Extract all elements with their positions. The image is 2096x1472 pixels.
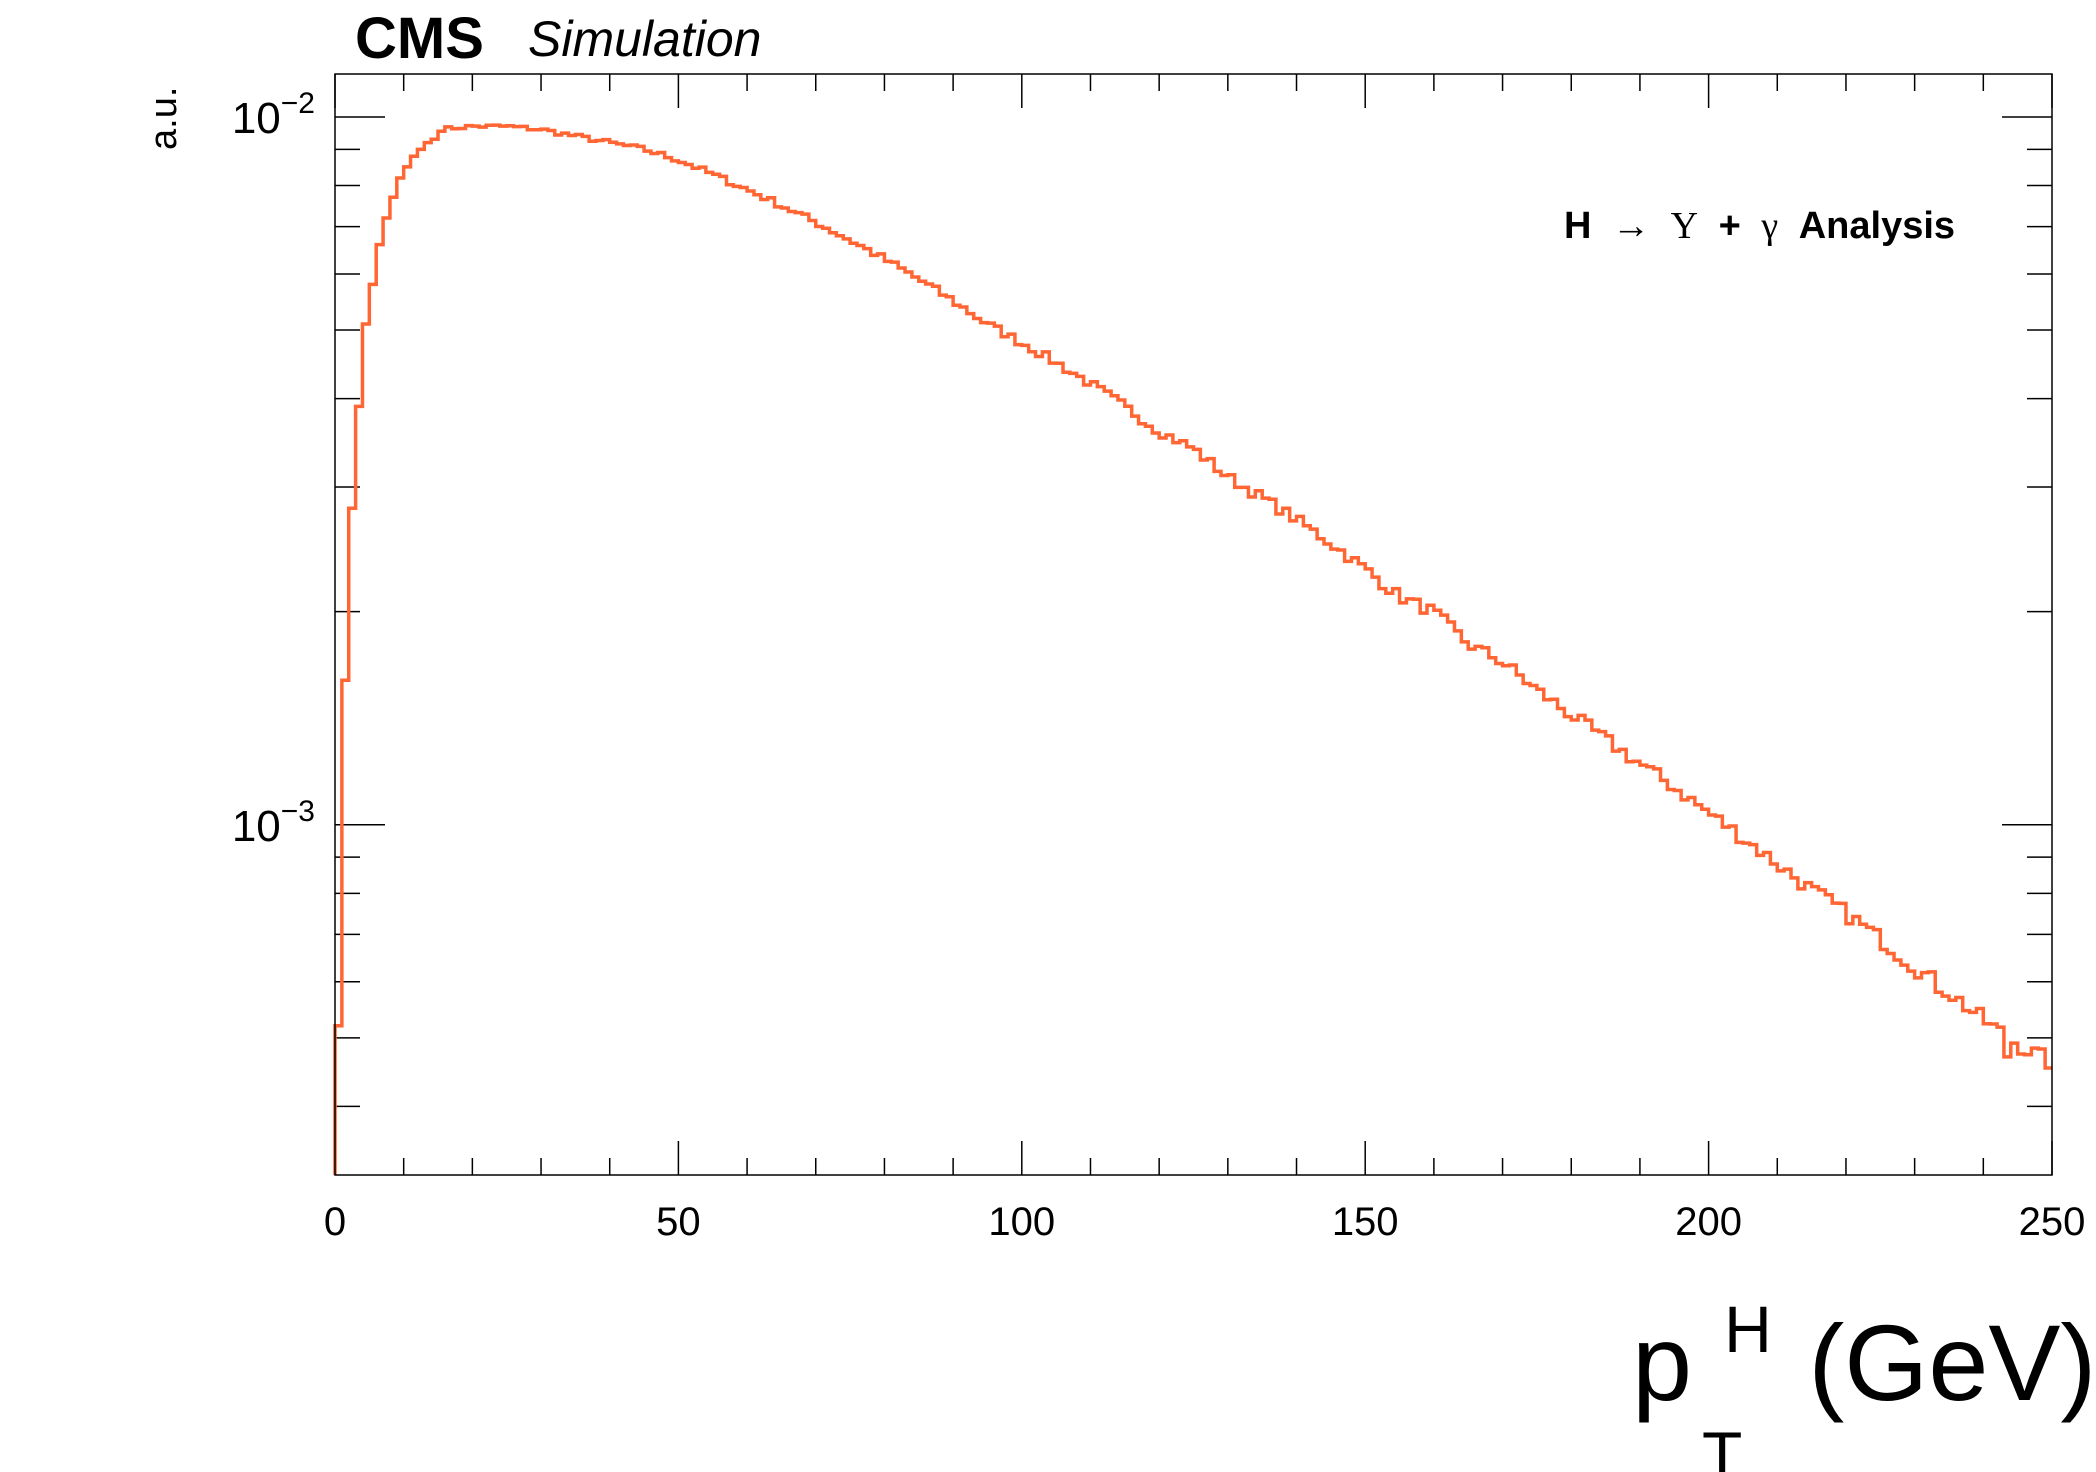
histogram-line	[333, 123, 2052, 1175]
annotation-arrow: →	[1612, 205, 1650, 247]
annotation-upsilon: Υ	[1671, 205, 1698, 247]
annotation-plus: +	[1719, 205, 1741, 247]
simulation-label: Simulation	[528, 11, 761, 67]
x-axis-title-sup: H	[1724, 1292, 1772, 1366]
x-tick-label: 50	[656, 1200, 701, 1244]
series-group	[333, 123, 2052, 1175]
analysis-annotation: H → Υ + γ Analysis	[1564, 205, 1955, 247]
y-axis-label: a.u.	[143, 87, 185, 150]
x-axis-title-p: p	[1632, 1302, 1692, 1423]
x-tick-label: 250	[2019, 1200, 2086, 1244]
annotation-h: H	[1564, 205, 1591, 247]
x-tick-label: 200	[1675, 1200, 1742, 1244]
annotation-analysis: Analysis	[1799, 205, 1955, 247]
x-tick-label: 100	[988, 1200, 1055, 1244]
axis-tick-labels: 0 50 100 150 200 250 10−2 10−3	[232, 87, 2086, 1244]
x-tick-label: 0	[324, 1200, 346, 1244]
cms-label: CMS	[355, 6, 484, 71]
x-axis-title: p H T (GeV)	[1632, 1254, 2096, 1472]
plot-frame	[334, 73, 2053, 1176]
y-tick-label: 10−3	[232, 795, 315, 851]
y-tick-label: 10−2	[232, 87, 315, 143]
annotation-gamma: γ	[1760, 205, 1778, 247]
x-axis-title-unit: (GeV)	[1808, 1302, 2096, 1423]
x-tick-label: 150	[1332, 1200, 1399, 1244]
x-axis-title-sub: T	[1702, 1418, 1742, 1472]
